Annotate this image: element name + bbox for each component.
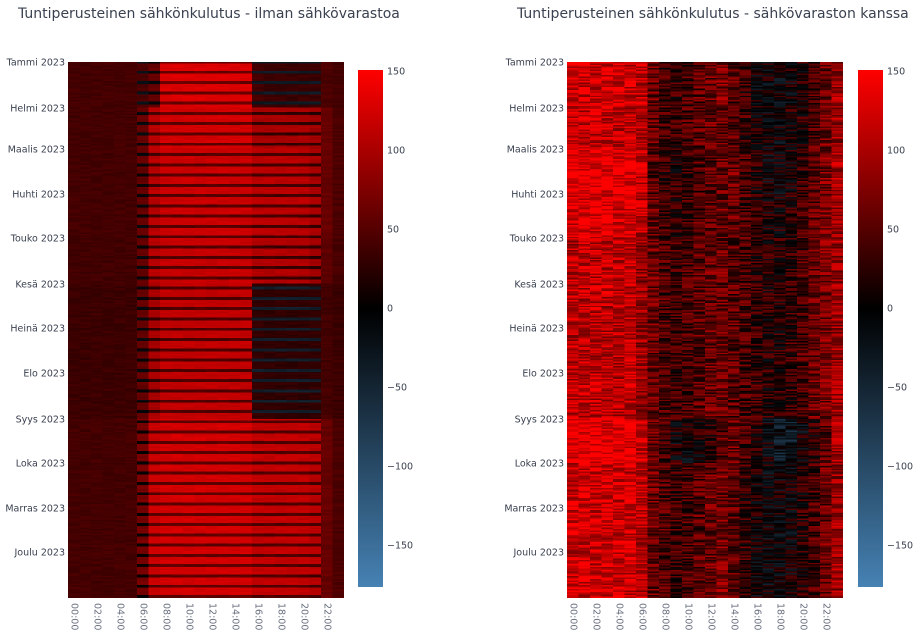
- x-tick-label: 02:00: [91, 603, 103, 631]
- colorbar: [858, 70, 883, 587]
- heatmap-cells: [567, 62, 843, 598]
- y-tick-label: Joulu 2023: [513, 547, 565, 559]
- colorbar-tick-label: −100: [887, 461, 914, 473]
- x-tick-label: 22:00: [820, 603, 832, 631]
- x-tick-label: 20:00: [298, 603, 310, 631]
- y-tick-label: Kesä 2023: [514, 279, 564, 291]
- x-tick-label: 00:00: [567, 603, 579, 631]
- y-tick-label: Maalis 2023: [506, 144, 564, 156]
- x-tick-label: 06:00: [137, 603, 149, 631]
- chart-title: Tuntiperusteinen sähkönkulutus - sähköva…: [517, 6, 909, 22]
- colorbar-tick-label: 100: [887, 145, 906, 157]
- x-tick-label: 16:00: [252, 603, 264, 631]
- y-tick-label: Maalis 2023: [7, 144, 65, 156]
- x-tick-label: 22:00: [321, 603, 333, 631]
- colorbar-tick-label: −50: [387, 382, 408, 394]
- y-tick-label: Helmi 2023: [509, 103, 564, 115]
- y-tick-label: Huhti 2023: [12, 189, 65, 201]
- x-tick-label: 04:00: [114, 603, 126, 631]
- x-tick-label: 06:00: [636, 603, 648, 631]
- y-tick-label: Helmi 2023: [10, 103, 65, 115]
- x-tick-label: 04:00: [613, 603, 625, 631]
- x-tick-label: 10:00: [682, 603, 694, 631]
- x-tick-label: 20:00: [797, 603, 809, 631]
- x-tick-label: 14:00: [229, 603, 241, 631]
- colorbar-tick-label: 0: [387, 303, 394, 315]
- colorbar-tick-label: −150: [387, 540, 414, 552]
- y-tick-label: Touko 2023: [10, 233, 65, 245]
- y-tick-label: Touko 2023: [509, 233, 564, 245]
- x-tick-label: 08:00: [659, 603, 671, 631]
- y-tick-label: Syys 2023: [514, 414, 564, 426]
- x-tick-label: 18:00: [275, 603, 287, 631]
- y-tick-label: Marras 2023: [504, 503, 564, 515]
- y-tick-label: Loka 2023: [15, 458, 65, 470]
- y-tick-label: Syys 2023: [15, 414, 65, 426]
- heatmap-plot[interactable]: [567, 62, 843, 598]
- colorbar-tick-label: −50: [887, 382, 908, 394]
- x-tick-label: 08:00: [160, 603, 172, 631]
- y-tick-label: Elo 2023: [522, 368, 564, 380]
- y-tick-label: Elo 2023: [23, 368, 65, 380]
- x-tick-label: 14:00: [728, 603, 740, 631]
- x-tick-label: 00:00: [68, 603, 80, 631]
- y-tick-label: Heinä 2023: [509, 323, 564, 335]
- y-tick-label: Kesä 2023: [15, 279, 65, 291]
- x-tick-label: 16:00: [751, 603, 763, 631]
- colorbar: [358, 70, 383, 587]
- y-tick-label: Marras 2023: [5, 503, 65, 515]
- heatmap-plot[interactable]: [68, 62, 344, 598]
- chart-title: Tuntiperusteinen sähkönkulutus - ilman s…: [18, 6, 400, 22]
- colorbar-tick-label: −100: [387, 461, 414, 473]
- y-tick-label: Heinä 2023: [10, 323, 65, 335]
- colorbar-tick-label: 100: [387, 145, 406, 157]
- y-tick-label: Joulu 2023: [14, 547, 66, 559]
- colorbar-tick-label: 50: [887, 224, 900, 236]
- heatmap-cells: [68, 62, 344, 598]
- colorbar-tick-label: −150: [887, 540, 914, 552]
- colorbar-tick-label: 150: [387, 66, 406, 78]
- colorbar-tick-label: 150: [887, 66, 906, 78]
- x-tick-label: 10:00: [183, 603, 195, 631]
- x-tick-label: 02:00: [590, 603, 602, 631]
- x-tick-label: 12:00: [206, 603, 218, 631]
- y-tick-label: Tammi 2023: [505, 57, 564, 69]
- y-tick-label: Tammi 2023: [6, 57, 65, 69]
- y-tick-label: Loka 2023: [514, 458, 564, 470]
- x-tick-label: 12:00: [705, 603, 717, 631]
- x-tick-label: 18:00: [774, 603, 786, 631]
- colorbar-tick-label: 50: [387, 224, 400, 236]
- colorbar-tick-label: 0: [887, 303, 894, 315]
- y-tick-label: Huhti 2023: [511, 189, 564, 201]
